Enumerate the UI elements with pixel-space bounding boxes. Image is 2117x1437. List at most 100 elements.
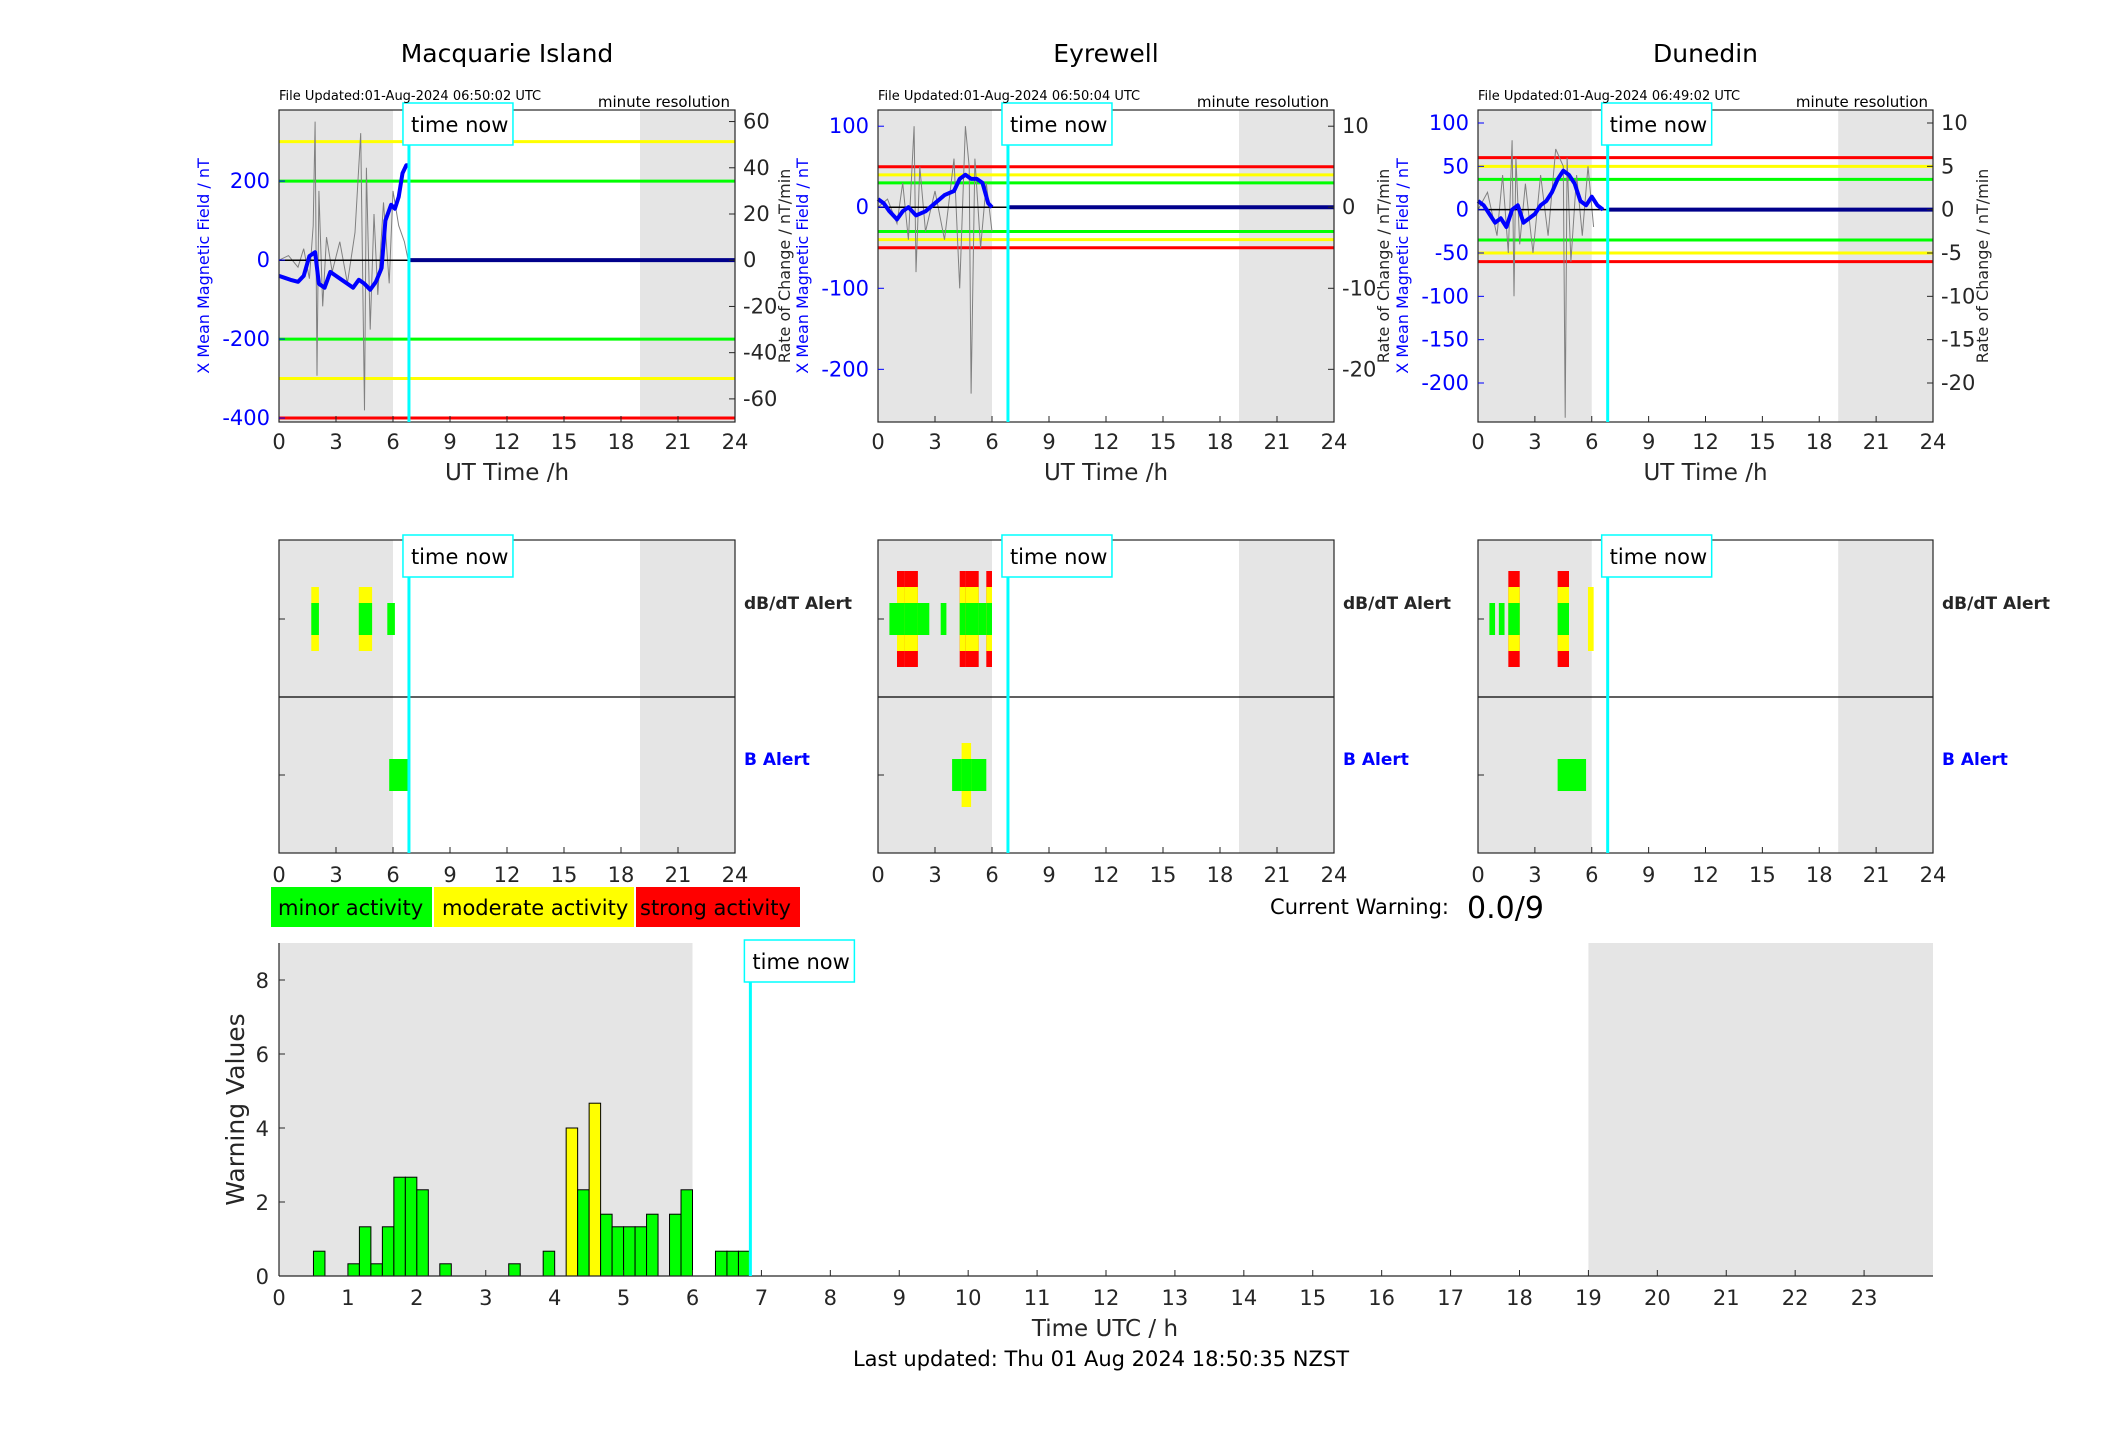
file-updated: File Updated:01-Aug-2024 06:50:02 UTC	[279, 89, 541, 104]
x-tick-label: 15	[1749, 430, 1776, 454]
night-shading	[279, 943, 693, 1276]
rate-of-change-series	[877, 126, 993, 394]
x-tick-label: 6	[386, 430, 399, 454]
y-right-tick-label: -10	[1941, 284, 1975, 308]
x-tick-label: 24	[722, 430, 749, 454]
last-updated: Last updated: Thu 01 Aug 2024 18:50:35 N…	[853, 1347, 1349, 1371]
x-tick-label: 18	[608, 430, 635, 454]
resolution-label: minute resolution	[1197, 93, 1329, 111]
x-tick-label: 12	[494, 863, 521, 887]
dbdt-alert-block-minor	[959, 603, 966, 635]
warning-values-chart: 0 1 2 3 4 5 6 7 8 9 10 11 12 13 14 15 16 17 18 19 20 21 22 2302…	[221, 939, 1933, 1342]
legend-minor-label: minor activity	[278, 896, 423, 920]
warning-bar	[611, 1226, 625, 1277]
y-left-axis-label: X Mean Magnetic Field / nT	[793, 158, 812, 374]
warning-bar	[347, 1263, 360, 1277]
x-tick-label: 9	[1042, 863, 1055, 887]
mean-field-series	[1476, 168, 1605, 229]
warning-bar	[634, 1226, 648, 1277]
time-now-label: time now	[1010, 545, 1107, 569]
y-right-axis-label: Rate of Change / nT/min	[1973, 169, 1992, 364]
dbdt-alert-block-minor	[387, 603, 395, 635]
dbdt-alert-block-minor	[978, 603, 987, 635]
y-right-tick-label: -15	[1941, 328, 1975, 352]
x-tick-label: 0	[272, 430, 285, 454]
file-updated: File Updated:01-Aug-2024 06:50:04 UTC	[878, 89, 1140, 104]
x-tick-label: 0	[272, 863, 285, 887]
x-tick-label: 6	[985, 430, 998, 454]
dbdt-alert-label: dB/dT Alert	[744, 594, 852, 614]
night-shading	[1478, 110, 1592, 422]
current-warning-label: Current Warning:	[1270, 895, 1449, 919]
b-alert-label: B Alert	[1343, 750, 1409, 770]
x-tick-label: 3	[928, 863, 941, 887]
x-tick-label: 12	[1692, 430, 1719, 454]
y-right-tick-label: -10	[1342, 276, 1376, 300]
x-tick-label: 0	[1471, 430, 1484, 454]
x-tick-label: 13	[1162, 1286, 1189, 1310]
warning-bar	[669, 1213, 682, 1277]
y-tick-label: 0	[256, 1265, 269, 1289]
warning-bar	[600, 1213, 613, 1277]
y-left-tick-label: 50	[1442, 154, 1469, 178]
x-tick-label: 24	[1920, 430, 1947, 454]
time-now-label: time now	[411, 545, 508, 569]
time-now-box	[402, 534, 514, 578]
time-now-label: time now	[411, 113, 508, 137]
x-tick-label: 9	[893, 1286, 906, 1310]
x-tick-label: 5	[617, 1286, 630, 1310]
x-tick-label: 7	[755, 1286, 768, 1310]
x-tick-label: 15	[551, 430, 578, 454]
x-tick-label: 9	[1042, 430, 1055, 454]
y-left-tick-label: -150	[1421, 328, 1469, 352]
x-tick-label: 3	[329, 430, 342, 454]
y-right-tick-label: 10	[1342, 114, 1369, 138]
x-tick-label: 21	[665, 863, 692, 887]
x-tick-label: 21	[1264, 430, 1291, 454]
dbdt-alert-block-minor	[917, 603, 930, 635]
x-tick-label: 24	[1920, 863, 1947, 887]
x-tick-label: 6	[386, 863, 399, 887]
y-left-tick-label: 100	[829, 114, 869, 138]
alert-plot-eyrewell: time now dB/dT Alert B Alert 0 3 6 9 12 15 18 21 24	[871, 534, 1451, 887]
activity-legend: minor activity moderate activity strong …	[271, 887, 800, 927]
y-right-tick-label: 40	[743, 156, 770, 180]
time-now-box	[1001, 534, 1113, 578]
alert-plot-dunedin: time now dB/dT Alert B Alert 0 3 6 9 12 15 18 21 24	[1471, 534, 2050, 887]
y-left-tick-label: -200	[821, 357, 869, 381]
x-tick-label: 14	[1230, 1286, 1257, 1310]
warning-bar	[358, 1226, 372, 1277]
dbdt-alert-block-minor	[1489, 603, 1496, 635]
dbdt-alert-block-minor	[986, 603, 992, 635]
x-tick-label: 0	[871, 863, 884, 887]
x-tick-label: 3	[329, 863, 342, 887]
resolution-label: minute resolution	[598, 93, 730, 111]
x-axis-label: Time UTC / h	[1031, 1316, 1178, 1342]
dbdt-alert-block-minor	[965, 603, 979, 635]
legend-moderate-label: moderate activity	[442, 896, 628, 920]
x-tick-label: 18	[1506, 1286, 1533, 1310]
dbdt-alert-block-moderate	[1587, 587, 1594, 651]
x-tick-label: 9	[1642, 863, 1655, 887]
y-left-tick-label: 200	[230, 169, 270, 193]
time-now-box	[743, 939, 856, 983]
x-axis-label: UT Time /h	[445, 460, 569, 486]
warning-bar	[393, 1176, 406, 1277]
dbdt-alert-block-minor	[940, 603, 947, 635]
time-now-label: time now	[1610, 545, 1707, 569]
x-tick-label: 3	[928, 430, 941, 454]
warning-bar	[381, 1226, 395, 1277]
warning-bar	[714, 1250, 728, 1277]
y-right-axis-label: Rate of Change / nT/min	[775, 169, 794, 364]
x-tick-label: 9	[1642, 430, 1655, 454]
y-tick-label: 2	[256, 1191, 269, 1215]
legend-strong-swatch	[636, 887, 800, 927]
y-right-axis-label: Rate of Change / nT/min	[1374, 169, 1393, 364]
warning-bar	[416, 1189, 429, 1277]
warning-bar	[404, 1176, 418, 1277]
dbdt-alert-block-minor	[358, 603, 373, 635]
x-tick-label: 12	[1692, 863, 1719, 887]
file-updated: File Updated:01-Aug-2024 06:49:02 UTC	[1478, 89, 1740, 104]
time-now-label: time now	[1010, 113, 1107, 137]
